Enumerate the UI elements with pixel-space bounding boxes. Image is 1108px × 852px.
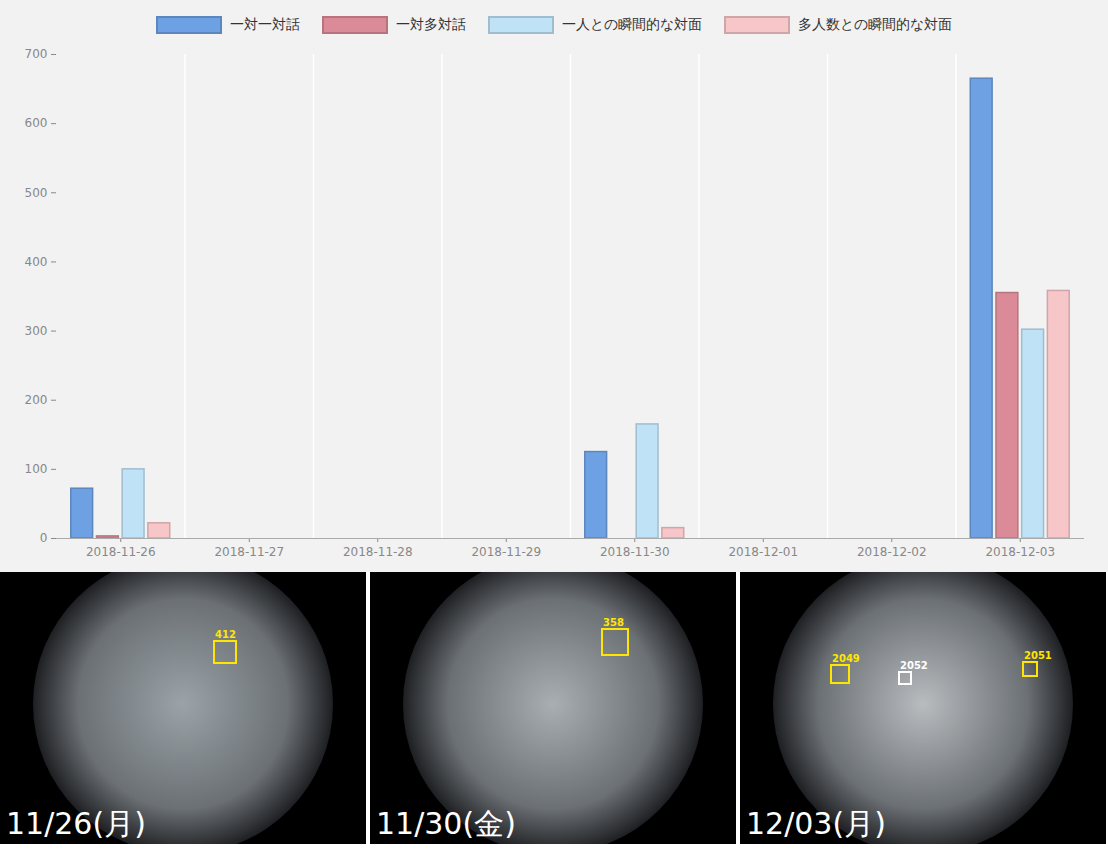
svg-text:0: 0 <box>40 531 48 545</box>
svg-text:2049: 2049 <box>832 653 860 664</box>
svg-text:11/30(金): 11/30(金) <box>376 806 516 841</box>
svg-text:2018-11-26: 2018-11-26 <box>86 545 156 559</box>
svg-text:12/03(月): 12/03(月) <box>746 806 886 841</box>
html-text:一人との瞬間的な対面: 一人との瞬間的な対面 <box>562 16 702 32</box>
svg-text:100: 100 <box>25 462 48 476</box>
svg-text:358: 358 <box>603 617 624 628</box>
svg-text:200: 200 <box>25 393 48 407</box>
svg-text:11/26(月): 11/26(月) <box>6 806 146 841</box>
svg-text:400: 400 <box>25 255 48 269</box>
svg-text:300: 300 <box>25 324 48 338</box>
html-text:一対一対話: 一対一対話 <box>230 16 300 32</box>
svg-text:2018-11-27: 2018-11-27 <box>214 545 284 559</box>
svg-text:700: 700 <box>25 47 48 61</box>
svg-text:2018-12-01: 2018-12-01 <box>728 545 798 559</box>
svg-text:2018-12-03: 2018-12-03 <box>985 545 1055 559</box>
svg-text:500: 500 <box>25 186 48 200</box>
html-text:一対多対話: 一対多対話 <box>396 16 466 32</box>
svg-text:2018-11-29: 2018-11-29 <box>471 545 541 559</box>
svg-text:2051: 2051 <box>1024 650 1052 661</box>
svg-text:2018-11-28: 2018-11-28 <box>343 545 413 559</box>
svg-text:2052: 2052 <box>900 660 928 671</box>
svg-text:412: 412 <box>215 629 236 640</box>
svg-text:2018-12-02: 2018-12-02 <box>857 545 927 559</box>
svg-text:2018-11-30: 2018-11-30 <box>600 545 670 559</box>
svg-text:600: 600 <box>25 116 48 130</box>
html-text:多人数との瞬間的な対面: 多人数との瞬間的な対面 <box>798 16 952 32</box>
